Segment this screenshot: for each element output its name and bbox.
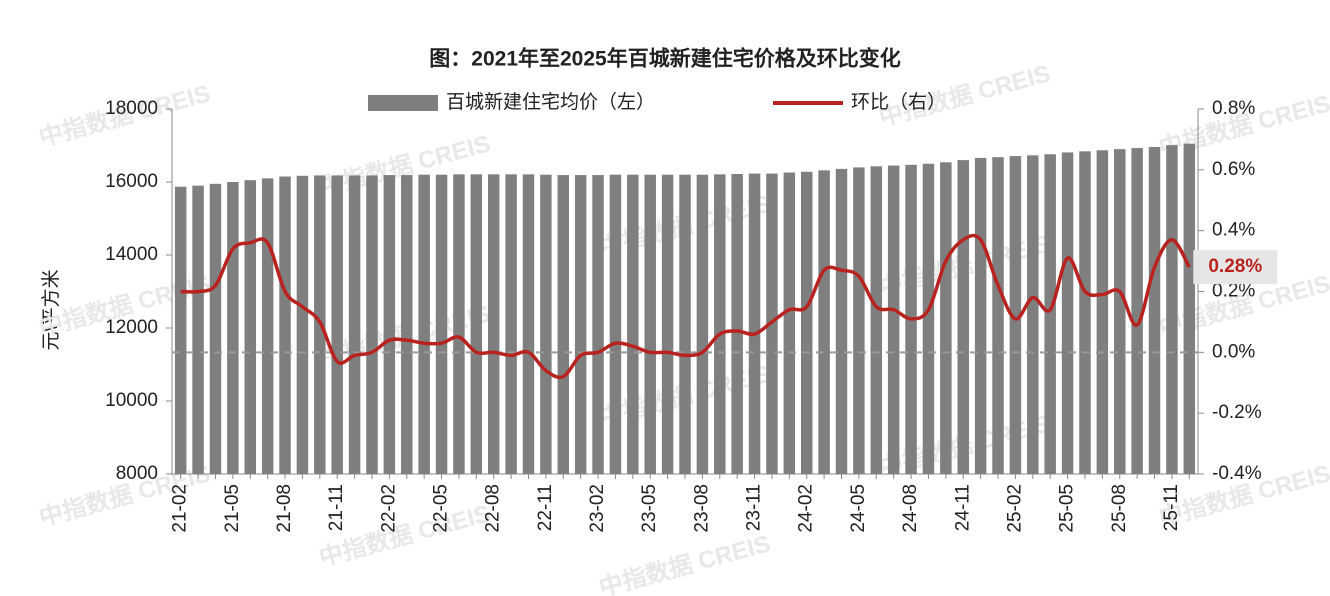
bar bbox=[487, 174, 500, 474]
bar bbox=[731, 173, 743, 474]
bar bbox=[696, 174, 709, 474]
bar bbox=[540, 174, 552, 474]
y-axis-label: 元\平方米 bbox=[40, 269, 62, 350]
bar bbox=[401, 175, 413, 474]
bar bbox=[592, 175, 604, 474]
bar bbox=[227, 182, 239, 474]
bar bbox=[296, 175, 309, 475]
x-tick-label: 22-05 bbox=[431, 484, 452, 533]
bar bbox=[1148, 146, 1161, 474]
x-tick-label: 24-02 bbox=[796, 484, 817, 533]
bar bbox=[1166, 145, 1178, 474]
bar bbox=[1027, 155, 1039, 475]
y2-tick-label: -0.4% bbox=[1212, 463, 1262, 484]
x-tick-label: 25-11 bbox=[1161, 484, 1182, 531]
bar bbox=[748, 173, 761, 475]
bar bbox=[348, 175, 361, 474]
bar bbox=[574, 175, 587, 474]
y2-tick-label: 0.0% bbox=[1212, 341, 1255, 362]
bar bbox=[1183, 143, 1196, 475]
y2-tick-label: 0.6% bbox=[1212, 159, 1255, 180]
x-tick-label: 21-05 bbox=[222, 484, 243, 533]
x-tick-label: 25-02 bbox=[1004, 484, 1025, 533]
bar bbox=[209, 183, 222, 474]
bar bbox=[992, 157, 1004, 474]
x-tick-label: 24-08 bbox=[900, 484, 921, 533]
chart-title: 图：2021年至2025年百城新建住宅价格及环比变化 bbox=[429, 47, 900, 71]
bar bbox=[940, 162, 952, 475]
x-tick-label: 21-11 bbox=[326, 484, 347, 531]
bar bbox=[331, 175, 343, 474]
x-tick-label: 23-05 bbox=[639, 484, 660, 533]
y-tick-label: 8000 bbox=[116, 463, 158, 484]
bar bbox=[627, 174, 639, 474]
x-tick-label: 23-02 bbox=[587, 484, 608, 533]
bar bbox=[661, 174, 674, 474]
x-tick-label: 22-02 bbox=[378, 484, 399, 533]
bar bbox=[1044, 154, 1056, 474]
bar bbox=[974, 157, 987, 474]
y2-tick-label: 0.4% bbox=[1212, 220, 1255, 241]
bar bbox=[1079, 151, 1091, 474]
x-tick-label: 24-11 bbox=[952, 484, 973, 531]
bar bbox=[279, 176, 291, 474]
bar bbox=[1061, 152, 1074, 474]
bar bbox=[887, 165, 900, 474]
x-tick-label: 22-11 bbox=[535, 484, 556, 531]
bar bbox=[557, 175, 570, 474]
bar bbox=[383, 175, 396, 474]
bar bbox=[470, 174, 483, 474]
bar bbox=[244, 180, 256, 475]
x-tick-label: 25-05 bbox=[1057, 484, 1078, 533]
bar bbox=[522, 174, 535, 474]
bar bbox=[174, 186, 187, 474]
x-tick-label: 23-08 bbox=[691, 484, 712, 533]
y2-tick-label: -0.2% bbox=[1212, 402, 1262, 423]
bar bbox=[453, 174, 465, 474]
watermark: 中指数据 CREIS bbox=[596, 530, 773, 596]
x-tick-label: 21-08 bbox=[274, 484, 295, 533]
value-label-box bbox=[1193, 250, 1278, 285]
bar bbox=[1114, 149, 1126, 474]
bar bbox=[870, 166, 883, 474]
bar bbox=[366, 175, 378, 474]
bar bbox=[1096, 150, 1109, 474]
legend-label: 环比（右） bbox=[851, 91, 946, 113]
y-tick-label: 18000 bbox=[105, 98, 158, 119]
bar bbox=[609, 174, 622, 474]
value-label: 0.28% bbox=[1208, 256, 1262, 277]
bar bbox=[435, 174, 448, 474]
bar bbox=[1131, 148, 1143, 474]
bar bbox=[261, 178, 274, 474]
bar bbox=[957, 160, 969, 474]
bar bbox=[853, 167, 865, 474]
bar bbox=[192, 185, 204, 474]
bar bbox=[505, 174, 517, 474]
x-tick-label: 21-02 bbox=[170, 484, 191, 533]
bar bbox=[644, 174, 656, 474]
bar bbox=[818, 170, 830, 474]
legend-label: 百城新建住宅均价（左） bbox=[446, 91, 655, 113]
y-tick-label: 16000 bbox=[105, 171, 158, 192]
bar bbox=[783, 172, 796, 474]
bar bbox=[922, 163, 935, 474]
legend-swatch bbox=[368, 95, 438, 111]
bar bbox=[418, 174, 430, 474]
y-tick-label: 12000 bbox=[105, 317, 158, 338]
bar bbox=[679, 174, 691, 474]
y-tick-label: 10000 bbox=[105, 390, 158, 411]
bar bbox=[800, 171, 813, 474]
bar bbox=[714, 174, 726, 474]
bar bbox=[1009, 156, 1022, 474]
x-tick-label: 24-05 bbox=[848, 484, 869, 533]
y2-tick-label: 0.8% bbox=[1212, 98, 1255, 119]
x-tick-label: 25-08 bbox=[1109, 484, 1130, 533]
x-tick-label: 23-11 bbox=[744, 484, 765, 531]
y-tick-label: 14000 bbox=[105, 244, 158, 265]
y2-tick-label: 0.2% bbox=[1212, 281, 1255, 302]
line bbox=[180, 233, 1191, 380]
x-tick-label: 22-08 bbox=[483, 484, 504, 533]
bar bbox=[835, 168, 848, 475]
